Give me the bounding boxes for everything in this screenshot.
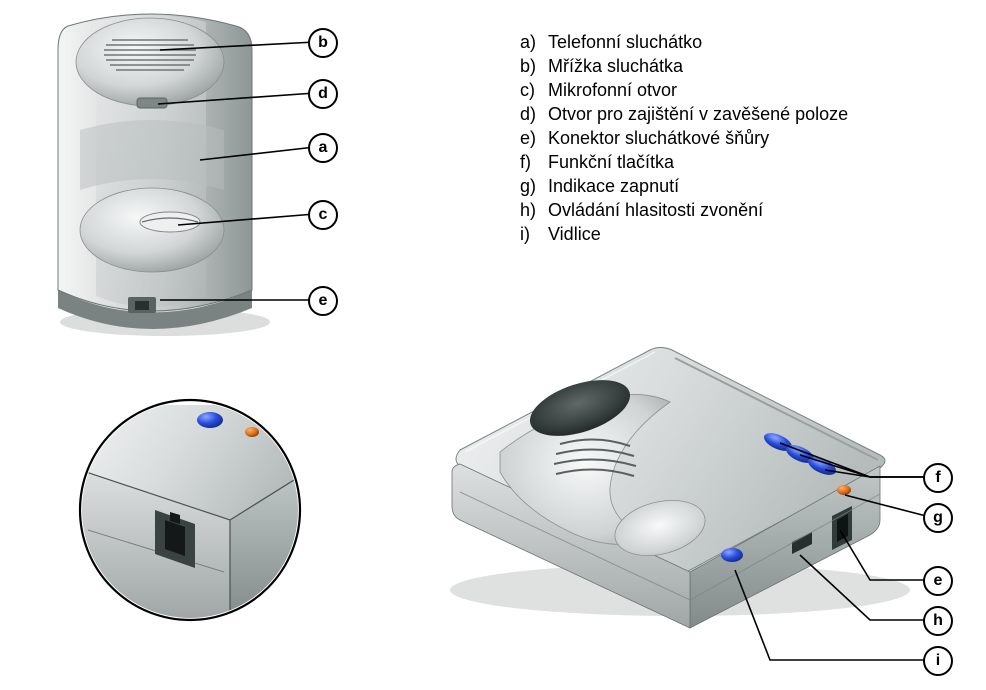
- callout-badge-h: h: [923, 606, 953, 636]
- detail-illustration: [16, 400, 310, 620]
- legend-row: h)Ovládání hlasitosti zvonění: [520, 198, 848, 222]
- legend-row: c)Mikrofonní otvor: [520, 78, 848, 102]
- diagram-canvas: { "legend": { "items": [ {"key":"a)","la…: [0, 0, 986, 690]
- legend-key: e): [520, 126, 548, 150]
- legend-label: Konektor sluchátkové šňůry: [548, 126, 769, 150]
- legend-key: f): [520, 150, 548, 174]
- legend-label: Ovládání hlasitosti zvonění: [548, 198, 763, 222]
- legend-label: Otvor pro zajištění v zavěšené poloze: [548, 102, 848, 126]
- callout-badge-d: d: [308, 79, 338, 109]
- legend-row: d)Otvor pro zajištění v zavěšené poloze: [520, 102, 848, 126]
- legend-row: i)Vidlice: [520, 222, 848, 246]
- legend-row: g)Indikace zapnutí: [520, 174, 848, 198]
- callout-badge-f: f: [923, 463, 953, 493]
- legend-row: f)Funkční tlačítka: [520, 150, 848, 174]
- legend-row: b)Mřížka sluchátka: [520, 54, 848, 78]
- legend: a)Telefonní sluchátko b)Mřížka sluchátka…: [520, 30, 848, 246]
- legend-row: e)Konektor sluchátkové šňůry: [520, 126, 848, 150]
- callout-badge-b: b: [308, 28, 338, 58]
- callout-badge-i: i: [923, 646, 953, 676]
- legend-key: a): [520, 30, 548, 54]
- legend-key: i): [520, 222, 548, 246]
- callout-badge-a: a: [308, 133, 338, 163]
- legend-key: b): [520, 54, 548, 78]
- legend-label: Mikrofonní otvor: [548, 78, 677, 102]
- legend-row: a)Telefonní sluchátko: [520, 30, 848, 54]
- legend-label: Mřížka sluchátka: [548, 54, 683, 78]
- legend-key: g): [520, 174, 548, 198]
- legend-key: h): [520, 198, 548, 222]
- base-illustration: [450, 348, 910, 629]
- legend-label: Funkční tlačítka: [548, 150, 674, 174]
- legend-label: Telefonní sluchátko: [548, 30, 702, 54]
- callout-badge-c: c: [308, 200, 338, 230]
- legend-key: d): [520, 102, 548, 126]
- legend-key: c): [520, 78, 548, 102]
- legend-label: Indikace zapnutí: [548, 174, 679, 198]
- callout-badge-e: e: [923, 566, 953, 596]
- legend-label: Vidlice: [548, 222, 601, 246]
- callout-badge-g: g: [923, 503, 953, 533]
- callout-badge-e: e: [308, 286, 338, 316]
- handset-illustration: [58, 14, 270, 336]
